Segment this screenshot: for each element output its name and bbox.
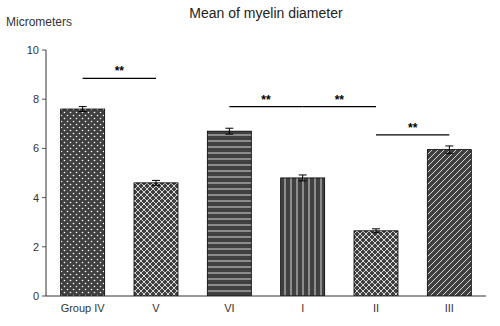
y-label: Micrometers	[6, 15, 72, 29]
y-tick	[42, 197, 46, 198]
error-bar	[445, 146, 453, 153]
bar	[427, 150, 471, 296]
y-axis	[46, 50, 47, 296]
x-tick-label: II	[373, 302, 379, 314]
bracket-label: **	[115, 64, 125, 78]
error-bar	[225, 128, 233, 134]
bracket-label: **	[335, 93, 345, 107]
y-tick	[42, 148, 46, 149]
x-tick-label: Group IV	[61, 302, 106, 314]
title: Mean of myelin diameter	[189, 5, 343, 21]
bar	[354, 231, 398, 296]
chart: Mean of myelin diameter Micrometers 0 2 4 6 8 1…	[0, 0, 500, 326]
bar	[61, 109, 105, 296]
y-tick	[42, 50, 46, 51]
y-tick-label: 0	[33, 290, 39, 302]
y-tick	[42, 99, 46, 100]
y-tick-label: 6	[33, 142, 39, 154]
x-axis	[46, 296, 486, 297]
y-tick-label: 8	[33, 93, 39, 105]
x-tick-label: III	[445, 302, 454, 314]
error-bar	[299, 175, 307, 181]
error-bar	[152, 180, 160, 185]
y-tick	[42, 246, 46, 247]
x-tick-label: I	[301, 302, 304, 314]
x-tick-label: V	[152, 302, 160, 314]
bar	[134, 183, 178, 296]
bracket-label: **	[408, 121, 418, 135]
bar	[207, 131, 251, 296]
error-bar	[372, 229, 380, 233]
y-tick-label: 2	[33, 241, 39, 253]
y-tick	[42, 296, 46, 297]
bar	[281, 178, 325, 296]
y-tick-label: 4	[33, 192, 39, 204]
bracket-label: **	[261, 93, 271, 107]
error-bar	[79, 107, 87, 112]
bars	[61, 107, 472, 296]
x-tick-label: VI	[224, 302, 234, 314]
y-tick-label: 10	[27, 44, 39, 56]
